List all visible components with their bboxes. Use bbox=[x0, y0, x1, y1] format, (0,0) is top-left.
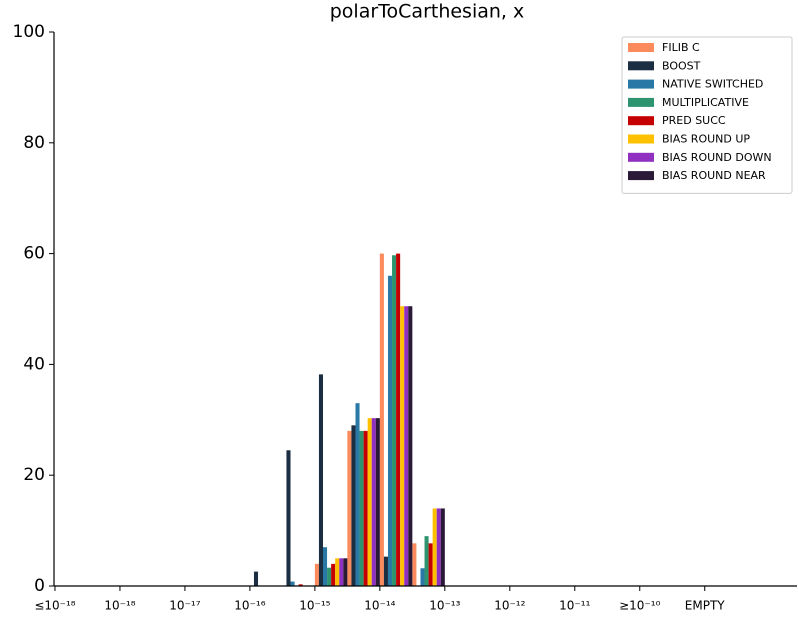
x-tick-label: ≤10⁻¹⁸ bbox=[34, 599, 75, 613]
bar bbox=[327, 567, 332, 586]
bar bbox=[440, 508, 445, 586]
bar bbox=[400, 306, 405, 586]
legend-label: NATIVE SWITCHED bbox=[662, 78, 763, 91]
legend-label: BIAS ROUND DOWN bbox=[662, 151, 772, 164]
legend-swatch bbox=[628, 152, 654, 162]
bar bbox=[379, 253, 384, 586]
bar bbox=[428, 543, 433, 586]
bar bbox=[355, 403, 360, 586]
x-tick-label: 10⁻¹⁷ bbox=[169, 599, 200, 613]
bar bbox=[290, 581, 295, 586]
chart-title: polarToCarthesian, x bbox=[330, 1, 525, 23]
y-tick-label: 100 bbox=[13, 22, 45, 42]
legend-label: FILIB C bbox=[662, 41, 700, 54]
bar bbox=[383, 556, 388, 586]
bar bbox=[412, 543, 417, 586]
legend-swatch bbox=[628, 97, 654, 107]
legend-label: MULTIPLICATIVE bbox=[662, 96, 749, 109]
bar bbox=[363, 430, 368, 586]
y-tick-label: 80 bbox=[23, 133, 45, 153]
bar bbox=[347, 430, 352, 586]
legend-swatch bbox=[628, 79, 654, 89]
legend-swatch bbox=[628, 171, 654, 181]
bar bbox=[331, 563, 336, 586]
bar bbox=[408, 306, 413, 586]
legend-label: BIAS ROUND UP bbox=[662, 133, 750, 146]
legend-label: BOOST bbox=[662, 59, 701, 72]
bar bbox=[343, 558, 348, 586]
bar bbox=[420, 568, 425, 586]
bar bbox=[318, 374, 324, 586]
bar bbox=[298, 584, 303, 586]
y-tick-label: 40 bbox=[23, 354, 45, 374]
bar bbox=[375, 418, 380, 586]
legend-label: PRED SUCC bbox=[662, 114, 726, 127]
bar bbox=[323, 547, 328, 586]
bar bbox=[436, 508, 441, 586]
x-tick-label: 10⁻¹⁵ bbox=[299, 599, 330, 613]
bar bbox=[351, 425, 356, 586]
bar bbox=[396, 253, 401, 586]
legend-swatch bbox=[628, 116, 654, 126]
legend-swatch bbox=[628, 43, 654, 52]
bar bbox=[335, 558, 340, 586]
bar bbox=[253, 571, 259, 586]
y-tick-label: 0 bbox=[34, 576, 45, 596]
x-tick-label: 10⁻¹⁴ bbox=[364, 599, 395, 613]
bar bbox=[424, 536, 429, 586]
x-tick-label: ≥10⁻¹⁰ bbox=[619, 599, 660, 613]
x-tick-label: 10⁻¹⁶ bbox=[234, 599, 265, 613]
bar bbox=[286, 450, 291, 586]
x-tick-label: 10⁻¹³ bbox=[429, 599, 460, 613]
bar bbox=[432, 508, 437, 586]
bar bbox=[404, 306, 409, 586]
bar bbox=[367, 418, 372, 586]
legend-swatch bbox=[628, 61, 654, 71]
bar bbox=[371, 418, 376, 586]
bar bbox=[339, 558, 344, 586]
x-tick-label: 10⁻¹² bbox=[494, 599, 525, 613]
y-tick-label: 20 bbox=[23, 465, 45, 485]
bar bbox=[359, 430, 364, 586]
legend-box bbox=[621, 36, 793, 194]
legend-swatch bbox=[628, 134, 654, 144]
x-tick-label: 10⁻¹⁸ bbox=[104, 599, 135, 613]
bar bbox=[387, 275, 393, 586]
y-tick-label: 60 bbox=[23, 244, 45, 264]
x-tick-label: EMPTY bbox=[685, 599, 726, 613]
bar bbox=[392, 255, 397, 586]
bar bbox=[314, 563, 319, 586]
x-tick-label: 10⁻¹¹ bbox=[559, 599, 590, 613]
legend-label: BIAS ROUND NEAR bbox=[662, 169, 766, 182]
